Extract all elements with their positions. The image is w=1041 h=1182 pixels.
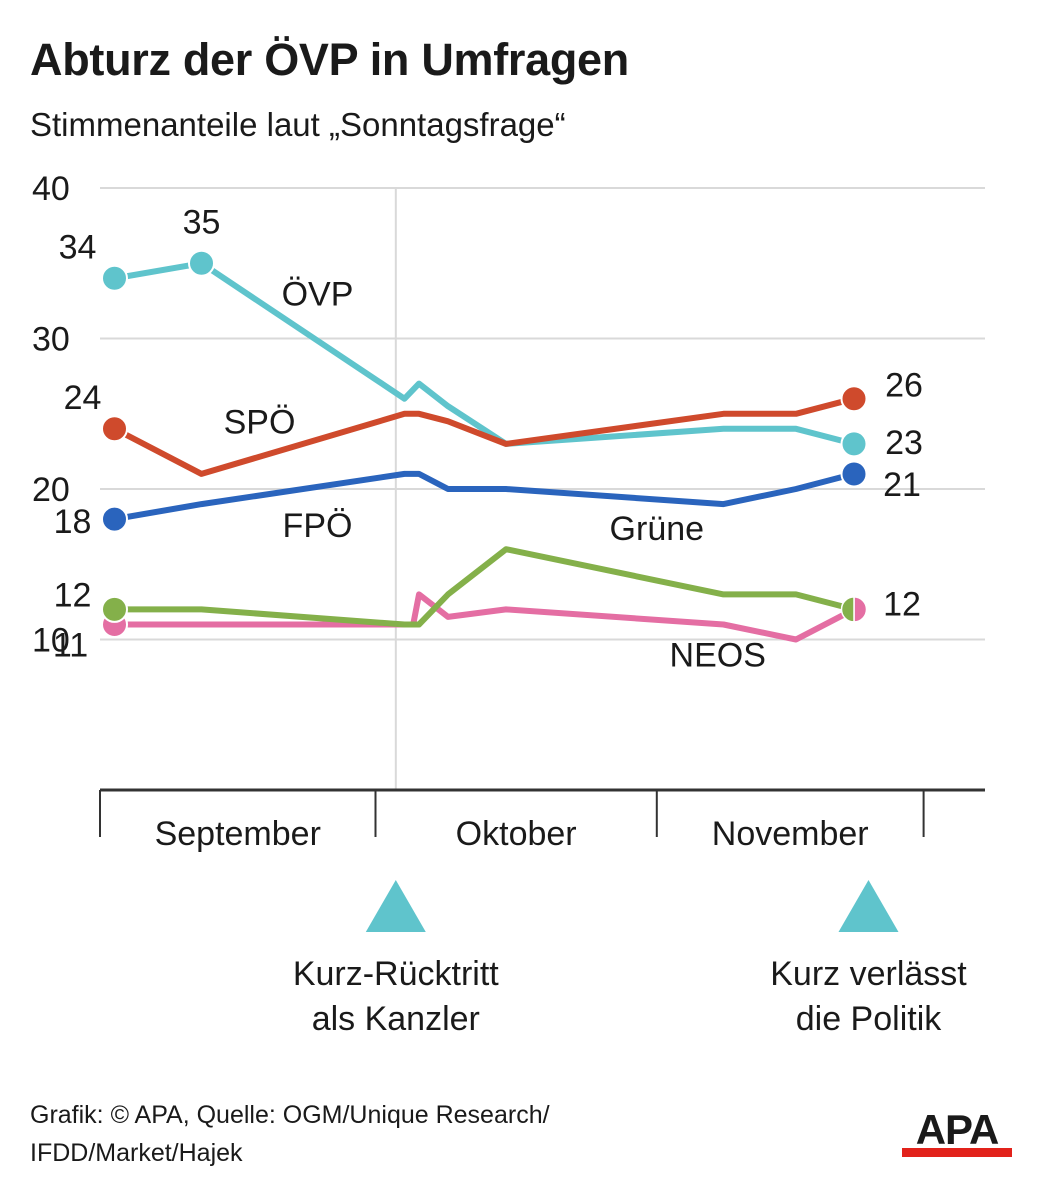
series-line-ovp (111, 260, 857, 447)
grid-layer (100, 187, 985, 790)
marker-neos-8 (853, 596, 868, 623)
data-label-spo-0: 24 (64, 379, 102, 417)
x-tick-label-oktober: Oktober (456, 815, 577, 853)
data-label-grune-0: 12 (54, 576, 92, 614)
data-label-fpo-8: 21 (883, 466, 921, 504)
data-label-fpo-0: 18 (54, 503, 92, 541)
x-tick-label-september: September (155, 815, 321, 853)
marker-ovp-0 (101, 264, 128, 292)
y-tick-label-40: 40 (32, 170, 70, 208)
source-line-1: Grafik: © APA, Quelle: OGM/Unique Resear… (30, 1101, 550, 1129)
data-label-ovp-1: 35 (183, 203, 221, 241)
series-name-spo: SPÖ (224, 403, 296, 441)
series-name-neos: NEOS (670, 637, 766, 675)
data-label-spo-8: 26 (885, 367, 923, 405)
series-name-ovp: ÖVP (282, 275, 354, 313)
marker-ovp-1 (188, 249, 215, 277)
marker-grune-0 (101, 595, 128, 623)
event-triangle-icon-0 (365, 880, 426, 932)
marker-grune-8 (840, 596, 855, 623)
data-label-neos-0: 11 (53, 626, 88, 664)
event-layer: Kurz-Rücktritt als Kanzler Kurz verlässt di… (293, 880, 967, 1038)
axis-layer: 10 20 30 40 September Oktober November (32, 170, 985, 853)
source-line-2: IFDD/Market/Hajek (30, 1139, 243, 1167)
series-name-fpo: FPÖ (283, 507, 353, 545)
chart-subtitle: Stimmenanteile laut „Sonntagsfrage“ (30, 106, 566, 143)
apa-logo-text: APA (916, 1108, 999, 1153)
label-layer: 34 35 23 24 26 18 21 11 12 12 ÖVP SPÖ FPÖ NEOS Grüne (53, 203, 923, 674)
marker-spo-0 (101, 415, 128, 443)
chart-title: Abturz der ÖVP in Umfragen (30, 34, 629, 85)
y-tick-label-30: 30 (32, 321, 70, 359)
data-label-neos-8: 12 (883, 585, 921, 623)
data-label-ovp-0: 34 (59, 228, 97, 266)
marker-spo-8 (840, 385, 868, 413)
event-triangle-icon-1 (838, 880, 899, 932)
series-line-neos (111, 591, 857, 643)
event-label-1-line2: die Politik (796, 1000, 943, 1038)
marker-fpo-0 (101, 505, 128, 533)
data-label-ovp-8: 23 (885, 424, 923, 462)
series-name-grune: Grüne (610, 510, 705, 548)
event-label-0-line2: als Kanzler (312, 1000, 480, 1038)
apa-logo: APA (902, 1108, 1012, 1157)
marker-fpo-8 (840, 460, 868, 488)
series-line-grune (111, 546, 857, 628)
series-line-spo (111, 395, 857, 477)
marker-ovp-8 (840, 430, 868, 458)
series-layer (101, 249, 868, 643)
y-tick-label-10: 10 (32, 622, 70, 660)
source-note: Grafik: © APA, Quelle: OGM/Unique Resear… (30, 1096, 550, 1172)
x-tick-label-november: November (712, 815, 869, 853)
y-tick-label-20: 20 (32, 471, 70, 509)
apa-logo-bar (902, 1148, 1012, 1157)
line-chart: 10 20 30 40 September Oktober November 34 35 23 2… (32, 170, 985, 1038)
event-label-0-line1: Kurz-Rücktritt (293, 955, 499, 993)
event-label-1-line1: Kurz verlässt (770, 955, 967, 993)
series-line-fpo (111, 470, 857, 523)
